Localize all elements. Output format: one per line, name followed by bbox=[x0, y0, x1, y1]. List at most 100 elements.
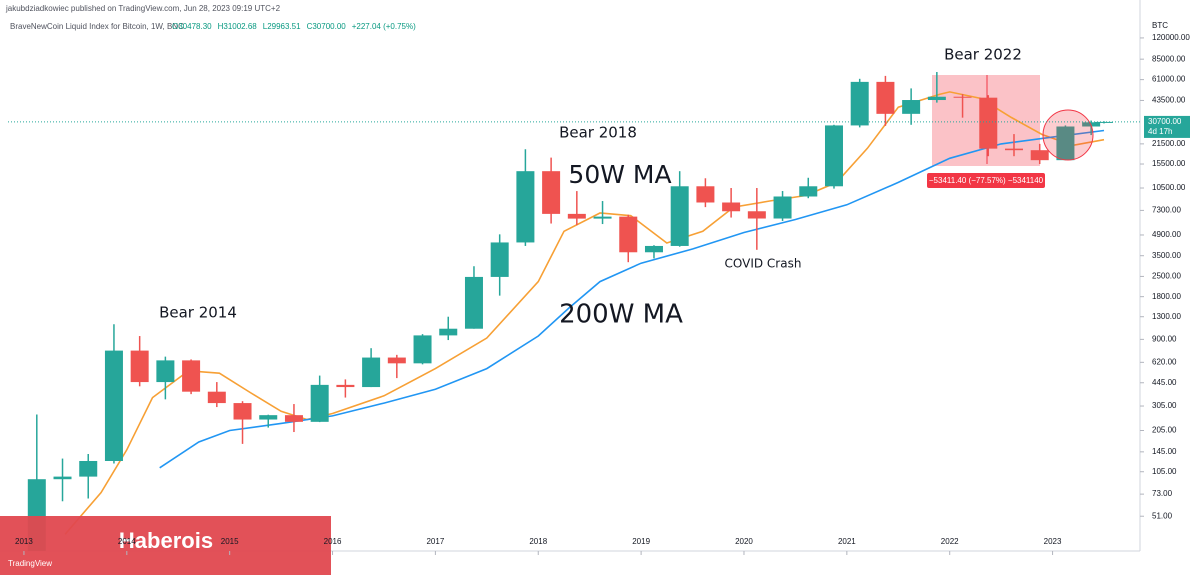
y-tick-label: 3500.00 bbox=[1152, 251, 1181, 260]
logo: TradingView bbox=[8, 559, 52, 568]
candle-body bbox=[747, 211, 766, 219]
y-tick-label: 61000.00 bbox=[1152, 75, 1186, 84]
y-tick-label: 51.00 bbox=[1152, 511, 1173, 520]
ohlc-value: C30700.00 bbox=[307, 22, 347, 31]
candle-body bbox=[516, 171, 535, 243]
y-tick-label: 7300.00 bbox=[1152, 206, 1181, 215]
y-tick-label: 1800.00 bbox=[1152, 292, 1181, 301]
annotation: Bear 2022 bbox=[944, 46, 1022, 64]
candle-body bbox=[182, 360, 201, 392]
candle-body bbox=[567, 213, 586, 219]
candle-body bbox=[927, 96, 946, 101]
y-tick-label: 620.00 bbox=[1152, 357, 1177, 366]
x-tick-label: 2013 bbox=[15, 537, 33, 546]
measure-label: −53411.40 (−77.57%) −5341140 bbox=[929, 176, 1044, 185]
y-tick-label: 73.00 bbox=[1152, 489, 1173, 498]
candle-body bbox=[104, 350, 123, 461]
candle-body bbox=[53, 476, 72, 480]
candle-body bbox=[542, 171, 561, 214]
annotation: 50W MA bbox=[568, 160, 671, 189]
highlight-circle bbox=[1042, 109, 1094, 161]
candle-body bbox=[79, 460, 98, 477]
candle-body bbox=[876, 81, 895, 114]
candle-body bbox=[310, 384, 329, 422]
candle-body bbox=[902, 100, 921, 114]
candle-body bbox=[413, 335, 432, 364]
candle-body bbox=[1004, 148, 1023, 151]
y-tick-label: 105.00 bbox=[1152, 467, 1177, 476]
publisher: jakubdziadkowiec published on TradingVie… bbox=[5, 4, 281, 13]
candle-body bbox=[259, 415, 278, 420]
watermark: Haberois bbox=[119, 528, 213, 553]
y-tick-label: 445.00 bbox=[1152, 378, 1177, 387]
candle-body bbox=[439, 328, 458, 336]
y-tick-label: 305.00 bbox=[1152, 401, 1177, 410]
candle-body bbox=[464, 276, 483, 329]
y-tick-label: 4900.00 bbox=[1152, 230, 1181, 239]
watermark-banner bbox=[0, 516, 331, 575]
countdown: 4d 17h bbox=[1148, 127, 1172, 136]
y-tick-label: 10500.00 bbox=[1152, 183, 1186, 192]
moving-average bbox=[64, 91, 1105, 535]
x-tick-label: 2015 bbox=[221, 537, 239, 546]
symbol: BraveNewCoin Liquid Index for Bitcoin, 1… bbox=[10, 22, 184, 31]
y-tick-label: 85000.00 bbox=[1152, 54, 1186, 63]
last-price-box bbox=[1144, 115, 1190, 138]
candle-body bbox=[387, 357, 406, 364]
candle-body bbox=[284, 415, 303, 422]
y-tick-label: 120000.00 bbox=[1152, 33, 1190, 42]
candle-body bbox=[362, 357, 381, 388]
candle-body bbox=[824, 125, 843, 187]
annotation: COVID Crash bbox=[725, 257, 802, 271]
candle-body bbox=[696, 186, 715, 203]
ohlc-value: O30478.30 bbox=[172, 22, 212, 31]
ohlc-value: L29963.51 bbox=[263, 22, 301, 31]
annotation: Bear 2018 bbox=[559, 124, 637, 142]
candle-body bbox=[953, 96, 972, 98]
last-price-label: 30700.00 bbox=[1148, 117, 1182, 126]
candle-body bbox=[233, 403, 252, 420]
currency: BTC bbox=[1152, 21, 1168, 30]
annotation: 200W MA bbox=[559, 300, 683, 330]
x-tick-label: 2014 bbox=[118, 537, 136, 546]
ohlc: O30478.30 H31002.68 L29963.51 C30700.00 +227… bbox=[172, 22, 416, 31]
x-tick-label: 2018 bbox=[529, 537, 547, 546]
y-tick-label: 21500.00 bbox=[1152, 139, 1186, 148]
x-tick-label: 2020 bbox=[735, 537, 753, 546]
y-tick-label: 2500.00 bbox=[1152, 272, 1181, 281]
x-tick-label: 2023 bbox=[1044, 537, 1062, 546]
candle-body bbox=[1030, 150, 1049, 161]
y-tick-label: 43500.00 bbox=[1152, 96, 1186, 105]
x-tick-label: 2019 bbox=[632, 537, 650, 546]
candle-body bbox=[619, 216, 638, 253]
x-tick-label: 2016 bbox=[324, 537, 342, 546]
candle-body bbox=[979, 97, 998, 149]
y-tick-label: 1300.00 bbox=[1152, 312, 1181, 321]
x-tick-label: 2017 bbox=[426, 537, 444, 546]
candle-body bbox=[207, 391, 226, 404]
y-tick-label: 900.00 bbox=[1152, 334, 1177, 343]
candle-body bbox=[336, 384, 355, 388]
candle-body bbox=[593, 216, 612, 219]
x-tick-label: 2022 bbox=[941, 537, 959, 546]
candle-body bbox=[156, 360, 175, 383]
candle-body bbox=[490, 242, 509, 277]
ohlc-value: H31002.68 bbox=[218, 22, 258, 31]
candle-body bbox=[670, 186, 689, 246]
annotation: Bear 2014 bbox=[159, 304, 237, 322]
candle-body bbox=[799, 186, 818, 197]
measure-label-box bbox=[927, 173, 1045, 188]
candle-body bbox=[1056, 126, 1075, 161]
candle-body bbox=[773, 196, 792, 219]
y-tick-label: 205.00 bbox=[1152, 426, 1177, 435]
y-tick-label: 145.00 bbox=[1152, 447, 1177, 456]
candle-body bbox=[130, 350, 149, 383]
candle-body bbox=[850, 81, 869, 126]
x-tick-label: 2021 bbox=[838, 537, 856, 546]
candle-body bbox=[722, 202, 741, 212]
y-tick-label: 15500.00 bbox=[1152, 159, 1186, 168]
candle-body bbox=[644, 245, 663, 253]
change: +227.04 (+0.75%) bbox=[352, 22, 416, 31]
